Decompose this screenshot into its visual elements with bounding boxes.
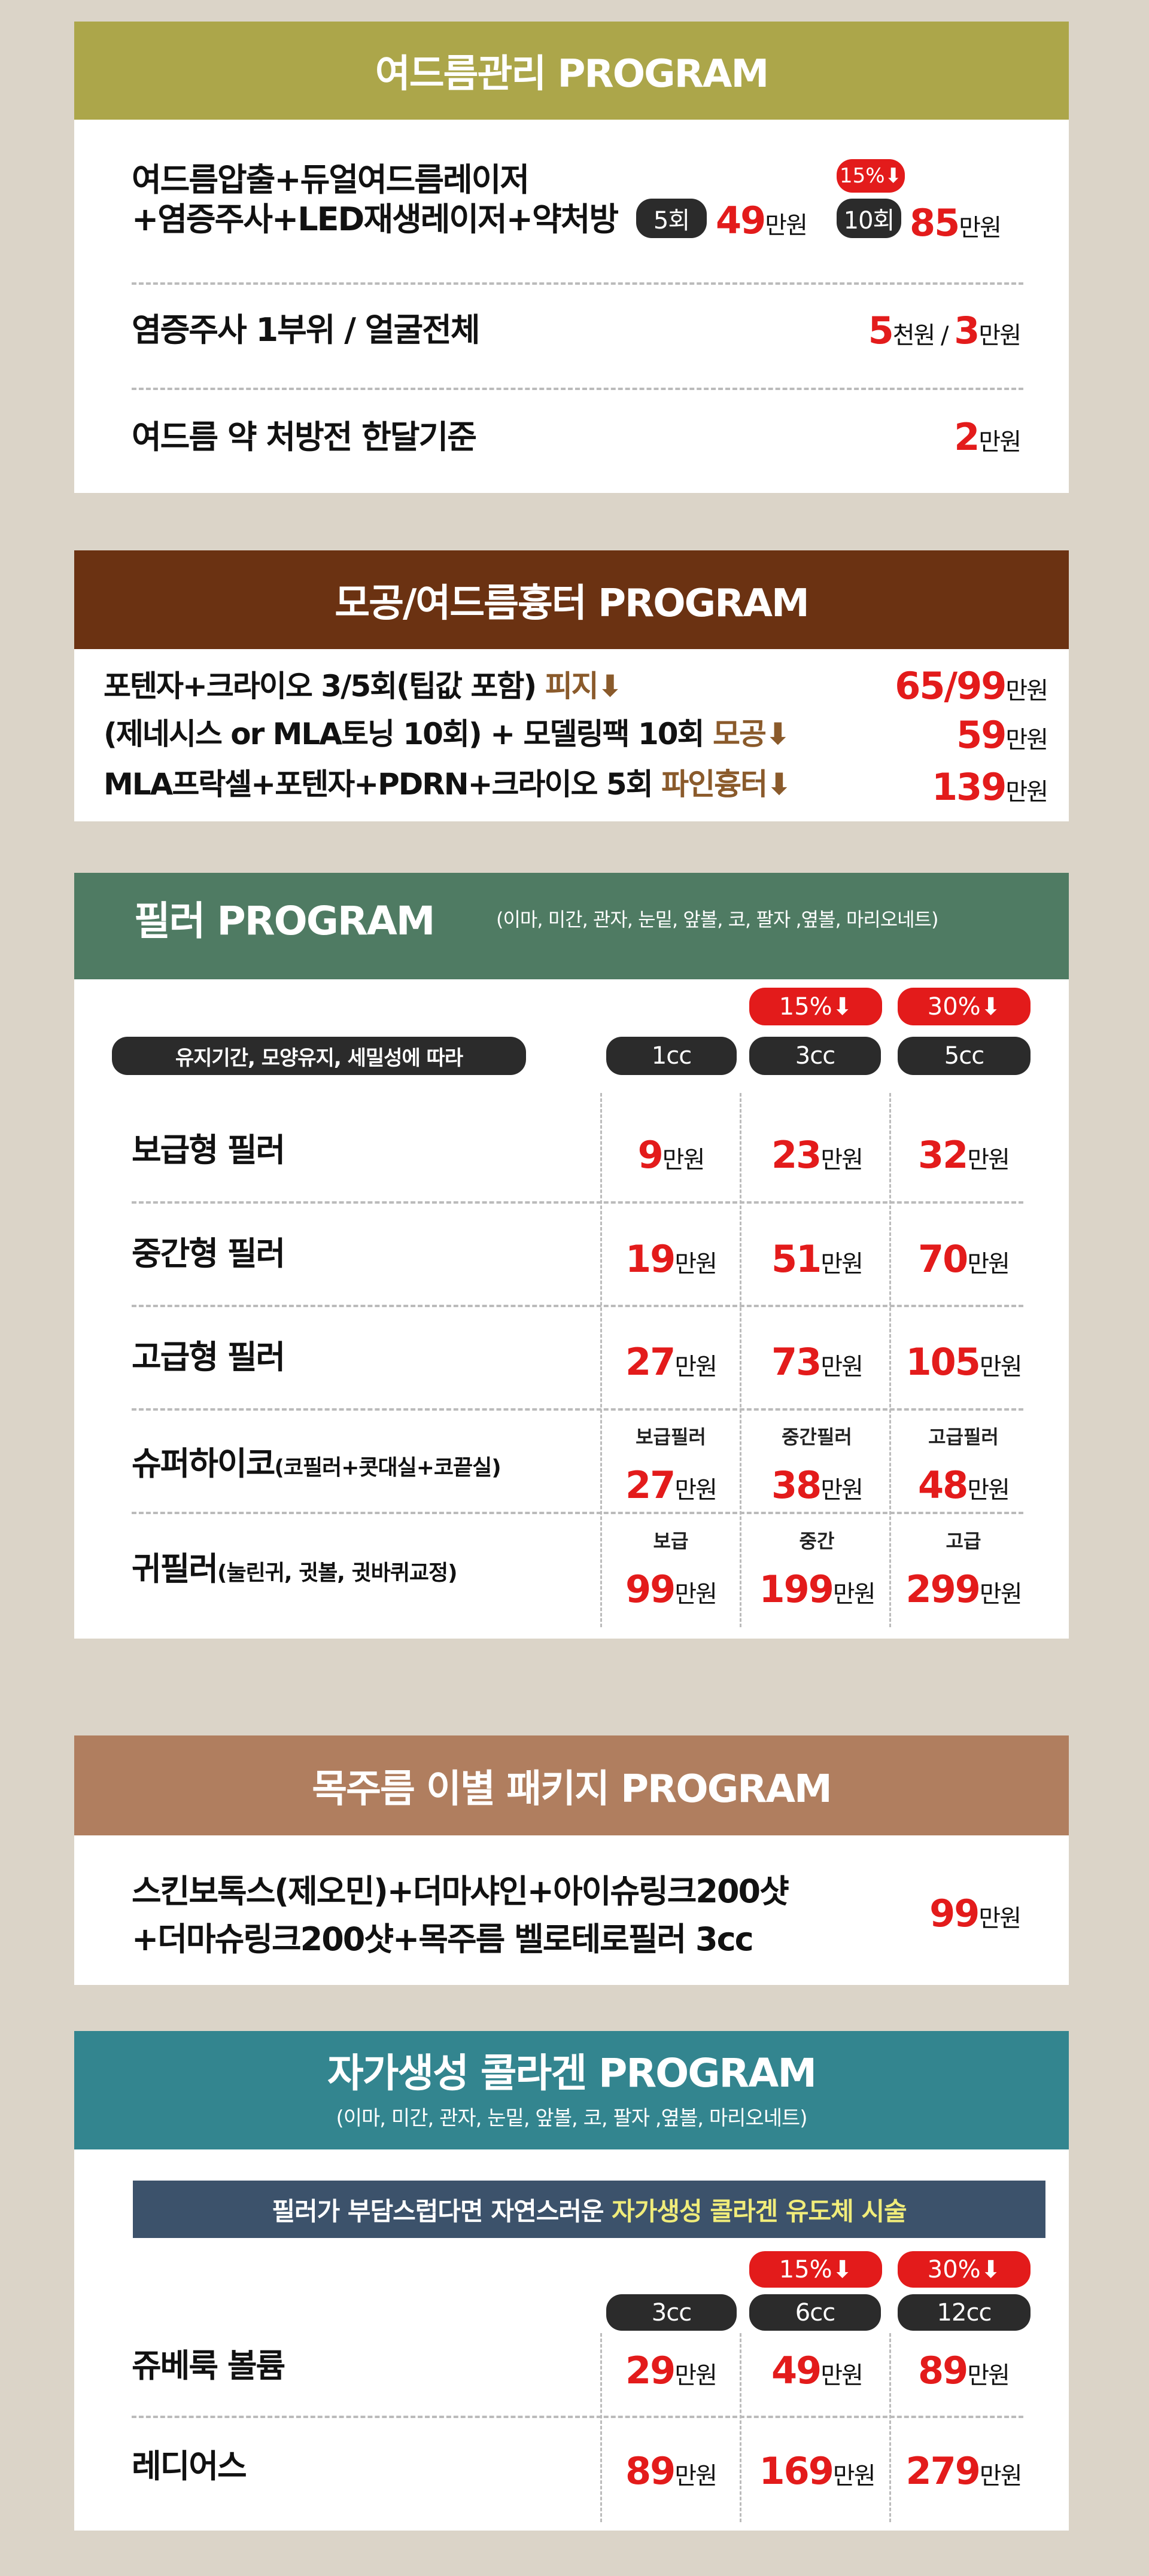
filler-price: 32만원 [918, 1133, 1010, 1177]
pore-card [74, 649, 1069, 821]
collagen-band: 필러가 부담스럽다면 자연스러운 자가생성 콜라겐 유도체 시술 [133, 2181, 1045, 2238]
column-3cc: 3cc [749, 1037, 881, 1075]
discount-badge-15: 15%⬇ [749, 988, 882, 1025]
pore-row: 포텐자+크라이오 3/5회(팁값 포함) 피지⬇ [104, 669, 623, 704]
filler-row-name: 중간형 필러 [132, 1235, 285, 1272]
column-divider [600, 2333, 602, 2522]
filler-price: 23만원 [771, 1133, 864, 1177]
column-divider [740, 1093, 741, 1627]
neck-price: 99만원 [929, 1892, 1022, 1935]
collagen-price: 29만원 [625, 2349, 718, 2392]
tier-label: 고급필러 [928, 1426, 999, 1448]
collagen-header: 자가생성 콜라겐 PROGRAM (이마, 미간, 관자, 눈밑, 앞볼, 코,… [74, 2031, 1069, 2149]
acne-row3-name: 여드름 약 처방전 한달기준 [132, 418, 477, 456]
filler-price: 70만원 [918, 1237, 1010, 1281]
column-divider [740, 2333, 741, 2522]
column-divider [889, 1093, 891, 1627]
discount-badge-30: 30%⬇ [898, 2251, 1031, 2288]
acne-row2-name: 염증주사 1부위 / 얼굴전체 [132, 311, 480, 349]
filler-price: 99만원 [625, 1567, 718, 1611]
column-5cc: 5cc [898, 1037, 1031, 1075]
filler-price: 19만원 [625, 1237, 718, 1281]
pore-price: 59만원 [956, 713, 1048, 757]
collagen-price: 89만원 [918, 2349, 1010, 2392]
tier-label: 보급 [653, 1530, 689, 1552]
collagen-title: 자가생성 콜라겐 PROGRAM [327, 2050, 817, 2096]
filler-header: 필러 PROGRAM (이마, 미간, 관자, 눈밑, 앞볼, 코, 팔자 ,옆… [74, 873, 1069, 979]
collagen-subtitle: (이마, 미간, 관자, 눈밑, 앞볼, 코, 팔자 ,옆볼, 마리오네트) [336, 2106, 807, 2130]
pore-title: 모공/여드름흉터 PROGRAM [335, 581, 809, 626]
discount-badge-30: 30%⬇ [898, 988, 1031, 1025]
neck-line1: 스킨보톡스(제오민)+더마샤인+아이슈링크200샷 [132, 1872, 789, 1910]
divider [132, 282, 1023, 285]
filler-price: 48만원 [918, 1463, 1010, 1507]
divider [132, 1201, 1023, 1204]
filler-price: 27만원 [625, 1340, 718, 1384]
column-1cc: 1cc [606, 1037, 737, 1075]
filler-price: 299만원 [905, 1567, 1022, 1611]
column-6cc: 6cc [749, 2294, 881, 2331]
acne-title: 여드름관리 PROGRAM [375, 52, 769, 96]
filler-row-name: 고급형 필러 [132, 1338, 285, 1376]
column-12cc: 12cc [898, 2294, 1031, 2331]
neck-line2: +더마슈링크200샷+목주름 벨로테로필러 3cc [132, 1920, 754, 1958]
pore-header: 모공/여드름흉터 PROGRAM [74, 550, 1069, 649]
divider [132, 388, 1023, 390]
collagen-row-name: 쥬베룩 볼륨 [132, 2347, 285, 2385]
collagen-price: 89만원 [625, 2449, 718, 2493]
filler-row-name: 슈퍼하이코(코필러+콧대실+코끝실) [132, 1445, 501, 1482]
pore-row: MLA프락셀+포텐자+PDRN+크라이오 5회 파인흉터⬇ [104, 767, 792, 802]
filler-price: 9만원 [637, 1133, 706, 1177]
acne-row1-line2: +염증주사+LED재생레이저+약처방 [132, 200, 619, 238]
filler-subtitle: (이마, 미간, 관자, 눈밑, 앞볼, 코, 팔자 ,옆볼, 마리오네트) [496, 908, 939, 931]
sessions-badge-5: 5회 [636, 199, 707, 238]
sessions-badge-10: 10회 [837, 199, 901, 238]
column-divider [600, 1093, 602, 1627]
acne-header: 여드름관리 PROGRAM [74, 22, 1069, 120]
divider [132, 2416, 1023, 2418]
collagen-row-name: 레디어스 [132, 2447, 247, 2485]
collagen-price: 49만원 [771, 2349, 864, 2392]
acne-row2-price: 5천원 / 3만원 [868, 309, 1022, 352]
neck-header: 목주름 이별 패키지 PROGRAM [74, 1735, 1069, 1835]
tier-label: 보급필러 [636, 1426, 706, 1448]
price-49: 49만원 [716, 199, 808, 242]
neck-card [74, 1835, 1069, 1985]
price-85: 85만원 [910, 201, 1002, 245]
divider [132, 1512, 1023, 1514]
divider [132, 1408, 1023, 1411]
filler-price: 105만원 [905, 1340, 1022, 1384]
filler-row-name: 귀필러(눌린귀, 귓볼, 귓바퀴교정) [132, 1550, 458, 1588]
divider [132, 1305, 1023, 1307]
filler-price: 38만원 [771, 1463, 864, 1507]
pore-price: 139만원 [931, 765, 1048, 809]
tier-label: 고급 [946, 1530, 981, 1552]
discount-badge-15: 15%⬇ [749, 2251, 882, 2288]
collagen-price: 169만원 [759, 2449, 876, 2493]
acne-row3-price: 2만원 [954, 415, 1022, 459]
column-3cc: 3cc [606, 2294, 737, 2331]
pore-price: 65/99만원 [895, 664, 1048, 708]
filler-title: 필러 PROGRAM [134, 898, 435, 944]
collagen-price: 279만원 [905, 2449, 1022, 2493]
filler-price: 51만원 [771, 1237, 864, 1281]
pore-row: (제네시스 or MLA토닝 10회) + 모델링팩 10회 모공⬇ [104, 717, 791, 751]
filler-price: 27만원 [625, 1463, 718, 1507]
filler-row-name: 보급형 필러 [132, 1131, 285, 1169]
column-divider [889, 2333, 891, 2522]
acne-row1-line1: 여드름압출+듀얼여드름레이저 [132, 161, 530, 199]
tier-label: 중간 [799, 1530, 835, 1552]
discount-badge-15: 15%⬇ [837, 159, 905, 193]
neck-title: 목주름 이별 패키지 PROGRAM [312, 1767, 832, 1811]
filler-price: 73만원 [771, 1340, 864, 1384]
filler-card [74, 979, 1069, 1639]
filler-price: 199만원 [759, 1567, 876, 1611]
tier-label: 중간필러 [782, 1426, 852, 1448]
criteria-pill: 유지기간, 모양유지, 세밀성에 따라 [112, 1037, 526, 1075]
